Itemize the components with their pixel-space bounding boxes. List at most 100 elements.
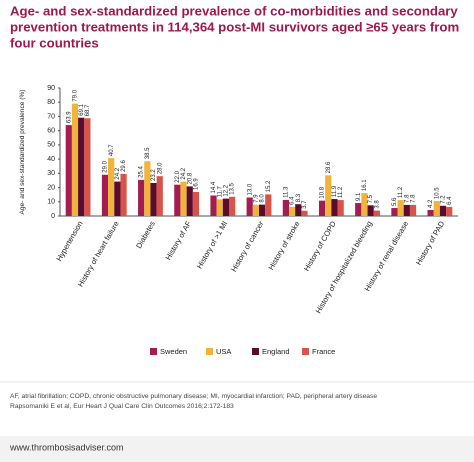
value-label: 7.2 (441, 195, 447, 204)
value-label: 11.7 (217, 185, 223, 197)
bar (295, 204, 302, 216)
legend-label: Sweden (160, 347, 187, 356)
x-tick-label: History of PAD (414, 219, 447, 267)
legend-swatch (206, 348, 213, 355)
bar (433, 201, 440, 216)
value-label: 15.2 (266, 180, 272, 192)
legend-swatch (252, 348, 259, 355)
bar (288, 206, 296, 216)
bar (325, 175, 332, 216)
x-tick-label: History of COPD (302, 219, 338, 273)
bar (301, 210, 308, 216)
x-tick-label: History of cancer (229, 219, 266, 273)
value-label: 5.6 (392, 197, 398, 206)
x-tick-label: History of stroke (266, 220, 301, 272)
value-label: 8.3 (296, 193, 302, 202)
bar (120, 173, 127, 216)
value-label: 22.0 (175, 170, 181, 182)
legend-swatch (302, 348, 309, 355)
value-label: 3.7 (302, 200, 308, 209)
chart-title: prevention treatments in 114,364 post-MI… (10, 19, 459, 34)
value-label: 28.0 (157, 162, 163, 174)
value-label: 9.1 (356, 192, 362, 201)
value-label: 10.8 (320, 186, 326, 198)
value-label: 29.6 (121, 160, 127, 172)
bar (186, 186, 193, 216)
value-label: 28.6 (326, 161, 332, 173)
legend-label: England (262, 347, 290, 356)
y-tick-label: 30 (47, 170, 55, 177)
bar (361, 193, 368, 216)
value-label: 63.9 (66, 111, 72, 123)
value-label: 13.0 (247, 183, 253, 195)
source: Rapsomaniki E et al, Eur Heart J Qual Ca… (10, 403, 234, 410)
value-label: 23.2 (151, 169, 157, 181)
bar (138, 179, 145, 216)
x-tick-label: History of AF (164, 219, 194, 261)
value-label: 38.5 (145, 147, 151, 159)
bar (216, 199, 223, 216)
y-tick-label: 50 (47, 142, 55, 149)
bar (108, 158, 115, 216)
bar (282, 199, 289, 216)
bar (391, 208, 398, 216)
value-label: 11.2 (398, 186, 404, 198)
bar (114, 181, 121, 216)
legend-swatch (150, 348, 157, 355)
bar (180, 181, 187, 216)
bar (265, 194, 272, 216)
bar (252, 204, 259, 216)
y-tick-label: 40 (47, 156, 55, 163)
bar (192, 191, 200, 216)
bar (101, 174, 109, 216)
bar (210, 195, 217, 216)
value-label: 11.2 (338, 186, 344, 198)
x-tick-label: Hypertension (54, 220, 84, 263)
bar (439, 205, 447, 216)
value-label: 3.8 (374, 200, 380, 209)
footnote: AF, atrial fibrillation; COPD, chronic o… (10, 393, 377, 400)
value-label: 13.5 (230, 182, 236, 194)
y-axis-title: Age- and sex-standardized prevalence (%) (19, 90, 26, 215)
bar (174, 184, 181, 216)
value-label: 7.8 (411, 194, 417, 203)
y-tick-label: 20 (47, 184, 55, 191)
value-label: 12.2 (223, 184, 229, 196)
value-label: 8.0 (260, 194, 266, 203)
value-label: 40.7 (109, 144, 115, 156)
value-label: 6.4 (447, 196, 453, 205)
value-label: 4.2 (428, 199, 434, 208)
bar (337, 200, 344, 216)
chart-title: four countries (10, 35, 99, 50)
bar (259, 204, 266, 216)
y-tick-label: 60 (47, 128, 55, 135)
legend-label: France (312, 347, 335, 356)
bar (78, 117, 85, 216)
y-tick-label: 10 (47, 199, 55, 206)
value-label: 11.3 (283, 186, 289, 198)
bar (446, 206, 453, 216)
value-label: 11.9 (332, 185, 338, 197)
value-label: 6.4 (290, 196, 296, 205)
value-label: 25.4 (139, 166, 145, 178)
y-tick-label: 70 (47, 113, 55, 120)
bar (318, 200, 326, 216)
x-tick-label: History of >1 MI (195, 220, 229, 271)
bar (150, 183, 157, 216)
value-label: 68.7 (85, 104, 91, 116)
bar (355, 203, 362, 216)
bar (229, 196, 236, 216)
bar (144, 161, 151, 216)
value-label: 29.0 (103, 160, 109, 172)
value-label: 7.9 (253, 194, 259, 203)
value-label: 10.5 (434, 187, 440, 199)
value-label: 24.2 (115, 167, 121, 179)
x-tick-label: Diabetes (134, 219, 157, 250)
chart-title: Age- and sex-standardized prevalence of … (10, 3, 458, 18)
bar (84, 118, 91, 216)
bar (427, 210, 434, 216)
legend-label: USA (216, 347, 231, 356)
value-label: 20.8 (187, 172, 193, 184)
footer-band (0, 436, 474, 462)
bar (403, 204, 410, 216)
